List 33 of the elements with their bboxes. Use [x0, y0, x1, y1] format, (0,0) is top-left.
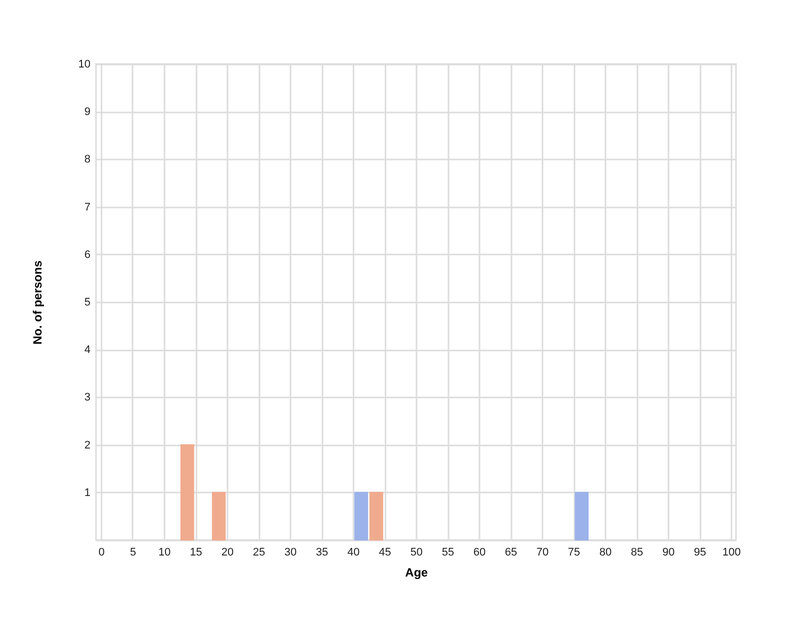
x-tick-label: 50 — [410, 546, 423, 558]
x-tick-label: 70 — [536, 546, 549, 558]
x-axis-title: Age — [405, 566, 428, 580]
x-tick-label: 60 — [473, 546, 486, 558]
y-tick-label: 9 — [84, 106, 90, 118]
x-tick-label: 65 — [504, 546, 518, 558]
x-tick-label: 45 — [378, 546, 392, 558]
x-tick-label: 75 — [568, 546, 580, 558]
x-tick-label: 100 — [722, 546, 741, 558]
x-tick-label: 10 — [158, 546, 171, 558]
x-tick-label: 95 — [694, 546, 706, 558]
y-tick-label: 7 — [84, 201, 90, 214]
x-tick-label: 90 — [662, 546, 675, 558]
y-tick-label: 8 — [84, 154, 90, 166]
x-tick-label: 5 — [130, 546, 136, 558]
x-tick-label: 30 — [284, 546, 297, 558]
y-tick-label: 2 — [84, 439, 90, 452]
y-tick-label: 3 — [84, 392, 90, 404]
y-tick-label: 1 — [84, 486, 90, 499]
y-tick-label: 10 — [78, 58, 90, 70]
x-tick-label: 40 — [347, 546, 360, 558]
x-tick-label: 20 — [221, 546, 234, 558]
y-tick-label: 4 — [84, 344, 90, 356]
x-tick-label: 15 — [190, 546, 202, 558]
x-tick-label: 80 — [599, 546, 612, 558]
x-tick-label: 55 — [442, 546, 454, 558]
y-tick-label: 6 — [84, 248, 90, 261]
x-tick-label: 0 — [98, 546, 105, 558]
x-tick-label: 85 — [630, 546, 644, 558]
y-axis-title: No. of persons — [30, 260, 44, 345]
x-tick-label: 35 — [316, 546, 328, 558]
y-tick-label: 5 — [84, 296, 90, 308]
x-tick-label: 25 — [252, 546, 266, 558]
